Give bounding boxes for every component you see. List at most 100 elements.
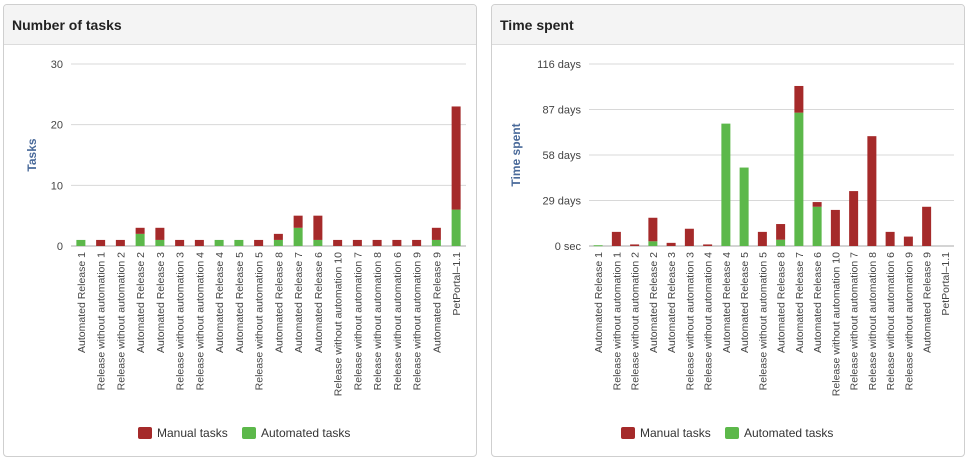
bar-manual[interactable] [135,227,145,234]
x-tick-label: Release without automation 1 [611,252,623,390]
bar-automated[interactable] [234,239,244,246]
bar-manual[interactable] [175,239,185,246]
tasks-chart: 0 10 20 30 Tasks Automated Release 1 Release w… [25,59,466,440]
panel-header: Time spent [492,5,964,45]
x-tick-label: Automated Release 9 [431,252,443,353]
x-tick-label: Automated Release 5 [739,252,751,353]
bar-manual[interactable] [703,244,713,246]
bar-automated[interactable] [155,239,165,246]
bar-manual[interactable] [922,206,932,246]
bar-manual[interactable] [96,239,106,246]
bar-manual[interactable] [333,239,343,246]
x-tick-label: Release without automation 4 [703,252,715,390]
legend-swatch [242,427,256,439]
panel-title: Time spent [500,17,574,33]
bar-manual[interactable] [903,236,913,246]
x-tick-label: Release without automation 9 [412,252,424,390]
bar-manual[interactable] [666,242,676,246]
bar-manual[interactable] [392,239,402,246]
bar-manual[interactable] [630,244,640,246]
bar-manual[interactable] [352,239,362,246]
bar-automated[interactable] [135,233,145,246]
x-tick-label: Automated Release 8 [273,252,285,353]
bar-manual[interactable] [451,106,461,210]
x-tick-label: Release without automation 6 [885,252,897,390]
x-tick-label: Release without automation 4 [194,252,206,390]
bar-manual[interactable] [372,239,382,246]
bar-automated[interactable] [431,239,441,246]
bar-manual[interactable] [776,224,786,240]
bar-automated[interactable] [273,239,283,246]
x-tick-label: Automated Release 7 [794,252,806,353]
bar-manual[interactable] [794,85,804,113]
y-axis-title: Tasks [25,138,39,171]
bar-manual[interactable] [611,231,621,246]
y-tick-label: 10 [51,180,63,192]
x-tick-label: Automated Release 4 [721,252,733,353]
bar-manual[interactable] [830,209,840,246]
bar-automated[interactable] [593,245,603,247]
time-spent-chart: 0 sec 29 days 58 days 87 days 116 days Time s… [509,59,954,440]
bar-automated[interactable] [776,239,786,246]
bar-manual[interactable] [684,228,694,246]
x-tick-label: Release without automation 10 [830,252,842,396]
panel-number-of-tasks: Number of tasks 0 10 20 30 Tasks Automated Re… [3,4,477,457]
bar-manual[interactable] [885,231,895,246]
panel-title: Number of tasks [12,17,122,33]
legend-label: Manual tasks [640,426,711,440]
bar-manual[interactable] [194,239,204,246]
bar-automated[interactable] [721,123,731,246]
bar-manual[interactable] [648,217,658,242]
x-tick-label: Release without automation 8 [372,252,384,390]
bar-manual[interactable] [431,227,441,240]
bar-automated[interactable] [812,206,822,246]
panel-time-spent: Time spent 0 sec 29 days 58 days 87 days 116… [491,4,965,457]
x-tick-label: Release without automation 6 [392,252,404,390]
x-tick-label: Automated Release 4 [214,252,226,353]
legend-label: Automated tasks [744,426,833,440]
x-tick-label: Release without automation 3 [175,252,187,390]
bar-manual[interactable] [812,202,822,207]
x-tick-label: Automated Release 2 [648,252,660,353]
bar-manual[interactable] [254,239,264,246]
bar-automated[interactable] [293,227,303,246]
bar-automated[interactable] [451,209,461,246]
x-tick-label: Automated Release 3 [155,252,167,353]
bar-manual[interactable] [849,191,859,246]
x-tick-label: Automated Release 6 [812,252,824,353]
x-tick-label: Automated Release 6 [313,252,325,353]
x-tick-label: Automated Release 7 [293,252,305,353]
bar-manual[interactable] [273,233,283,240]
y-axis-title: Time spent [509,123,523,186]
y-tick-label: 20 [51,120,63,132]
y-tick-label: 116 days [537,59,581,71]
legend-automated[interactable]: Automated tasks [242,426,350,440]
bar-automated[interactable] [214,239,224,246]
bar-manual[interactable] [155,227,165,240]
x-tick-label: Automated Release 1 [76,252,88,353]
x-tick-label: Automated Release 1 [593,252,605,353]
bar-automated[interactable] [794,112,804,246]
bar-manual[interactable] [757,231,767,246]
x-tick-label: Automated Release 5 [234,252,246,353]
legend-automated[interactable]: Automated tasks [725,426,833,440]
bar-automated[interactable] [648,241,658,246]
bar-automated[interactable] [76,239,86,246]
x-tick-label: Release without automation 7 [849,252,861,390]
bar-automated[interactable] [739,167,749,246]
x-tick-label: Automated Release 9 [922,252,934,353]
legend-manual[interactable]: Manual tasks [621,426,711,440]
bar-manual[interactable] [293,215,303,228]
bar-manual[interactable] [412,239,422,246]
x-tick-label: Release without automation 8 [867,252,879,390]
legend-manual[interactable]: Manual tasks [138,426,228,440]
bar-manual[interactable] [313,215,323,240]
bar-automated[interactable] [313,239,323,246]
x-tick-label: PetPortal–1.1 [451,252,463,316]
bar-manual[interactable] [115,239,125,246]
x-tick-label: Release without automation 3 [684,252,696,390]
x-tick-label: Automated Release 8 [776,252,788,353]
y-tick-label: 29 days [542,196,581,208]
bar-manual[interactable] [867,136,877,246]
x-tick-label: Release without automation 5 [757,252,769,390]
